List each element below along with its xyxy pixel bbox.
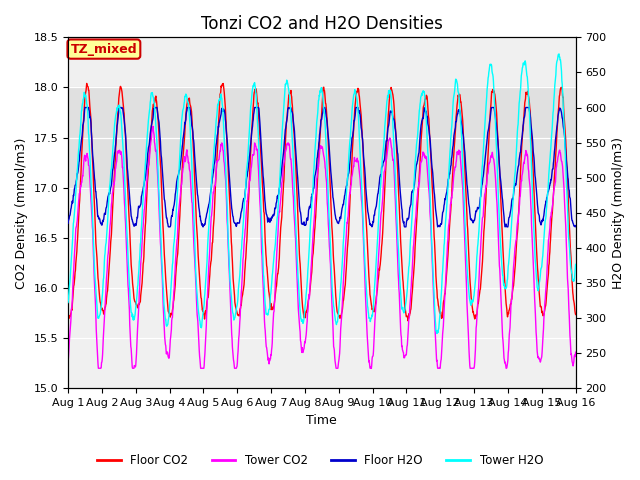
- X-axis label: Time: Time: [307, 414, 337, 427]
- Title: Tonzi CO2 and H2O Densities: Tonzi CO2 and H2O Densities: [201, 15, 443, 33]
- Y-axis label: CO2 Density (mmol/m3): CO2 Density (mmol/m3): [15, 137, 28, 288]
- Y-axis label: H2O Density (mmol/m3): H2O Density (mmol/m3): [612, 137, 625, 289]
- Legend: Floor CO2, Tower CO2, Floor H2O, Tower H2O: Floor CO2, Tower CO2, Floor H2O, Tower H…: [92, 449, 548, 472]
- Text: TZ_mixed: TZ_mixed: [70, 43, 137, 56]
- Bar: [68, 87, 575, 188]
